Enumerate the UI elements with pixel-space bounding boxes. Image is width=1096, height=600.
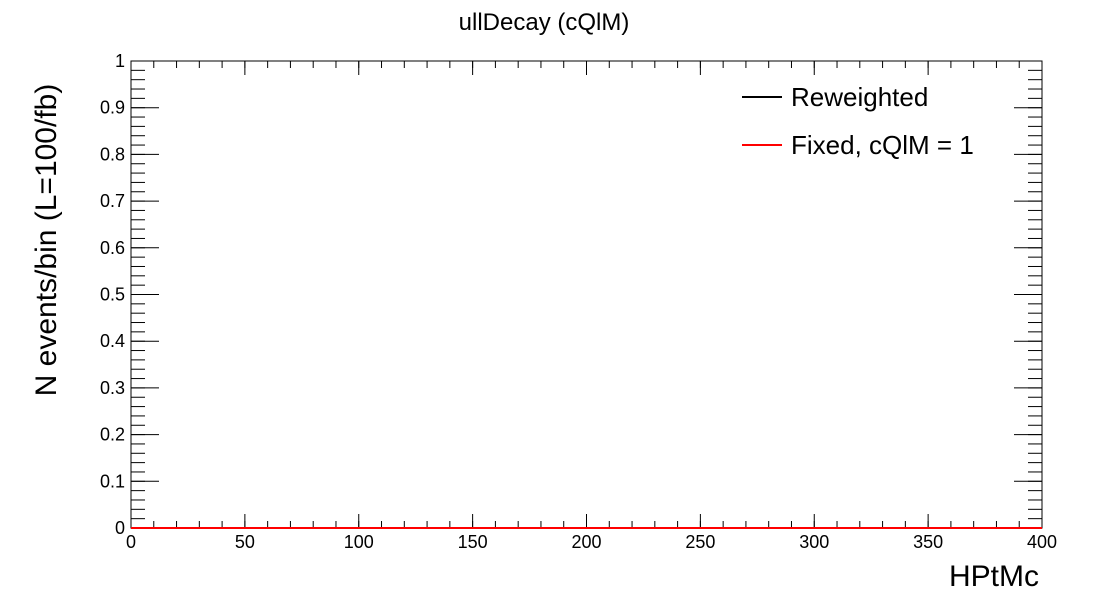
y-axis-label: N events/bin (L=100/fb) bbox=[30, 84, 63, 397]
x-tick-label: 50 bbox=[235, 532, 255, 552]
y-tick-label: 0.9 bbox=[100, 98, 125, 118]
y-tick-label: 0.1 bbox=[100, 471, 125, 491]
y-tick-label: 0.4 bbox=[100, 331, 125, 351]
x-tick-label: 400 bbox=[1027, 532, 1057, 552]
x-axis: 0 50 100 150 200 250 300 350 400 bbox=[126, 61, 1057, 552]
y-tick-label: 0.5 bbox=[100, 285, 125, 305]
x-tick-label: 350 bbox=[913, 532, 943, 552]
x-tick-label: 150 bbox=[458, 532, 488, 552]
y-tick-label: 1 bbox=[115, 51, 125, 71]
x-tick-label: 300 bbox=[799, 532, 829, 552]
legend: Reweighted Fixed, cQlM = 1 bbox=[742, 82, 974, 160]
y-tick-label: 0.2 bbox=[100, 425, 125, 445]
x-tick-label: 250 bbox=[685, 532, 715, 552]
x-tick-label: 100 bbox=[344, 532, 374, 552]
legend-label-reweighted: Reweighted bbox=[791, 82, 928, 112]
legend-label-fixed: Fixed, cQlM = 1 bbox=[791, 130, 974, 160]
y-tick-label: 0.6 bbox=[100, 238, 125, 258]
x-tick-label: 200 bbox=[571, 532, 601, 552]
y-tick-label: 0.3 bbox=[100, 378, 125, 398]
y-tick-label: 0 bbox=[115, 518, 125, 538]
y-axis: 0 0.1 0.2 0.3 0.4 0.5 0.6 0.7 0.8 0.9 1 bbox=[100, 51, 1042, 538]
y-tick-label: 0.7 bbox=[100, 191, 125, 211]
y-tick-label: 0.8 bbox=[100, 144, 125, 164]
chart-title: ullDecay (cQlM) bbox=[459, 9, 630, 36]
x-axis-label: HPtMc bbox=[949, 560, 1039, 593]
x-tick-label: 0 bbox=[126, 532, 136, 552]
